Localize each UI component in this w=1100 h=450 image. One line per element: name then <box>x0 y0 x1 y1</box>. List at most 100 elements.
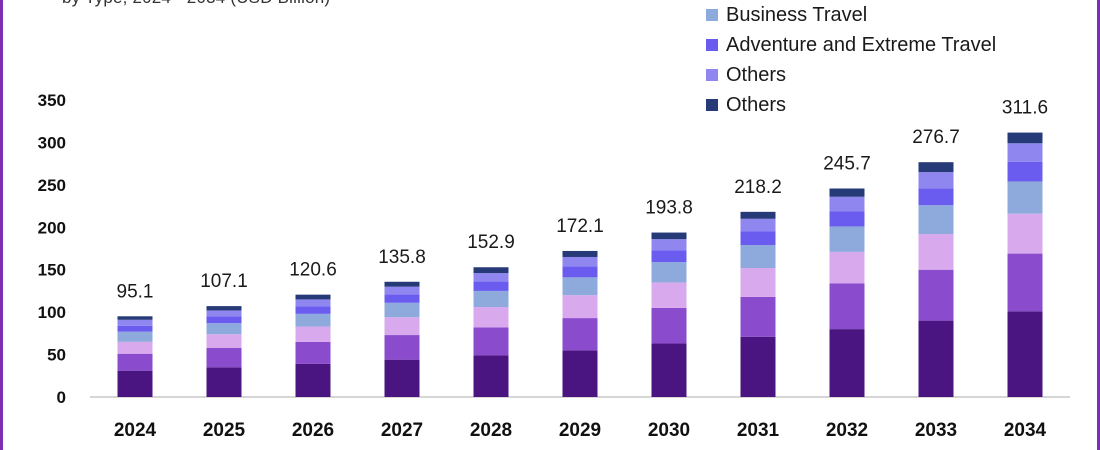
bar-segment <box>651 232 687 240</box>
bar-segment <box>1007 181 1043 214</box>
x-tick-label: 2028 <box>470 420 512 441</box>
bar-segment <box>1007 132 1043 144</box>
x-tick-label: 2025 <box>203 420 246 441</box>
y-tick-label: 200 <box>38 218 66 237</box>
bar-segment <box>829 196 865 212</box>
legend-label: Adventure and Extreme Travel <box>726 33 997 56</box>
bar-total-label: 95.1 <box>117 281 154 302</box>
y-tick-label: 250 <box>38 176 66 195</box>
bar-segment <box>473 327 509 356</box>
frame-right-border <box>1097 0 1100 450</box>
bar-segment <box>1007 311 1043 397</box>
bar-segment <box>562 256 598 267</box>
y-tick-label: 0 <box>57 388 66 407</box>
bar-segment <box>206 334 242 348</box>
legend-item: Others <box>706 60 996 90</box>
y-tick-label: 300 <box>38 133 66 152</box>
x-tick-label: 2027 <box>381 420 423 441</box>
bar-segment <box>740 336 776 397</box>
bar-segment <box>384 286 420 295</box>
frame-left-border <box>0 0 3 450</box>
bar-segment <box>473 355 509 397</box>
bar-segment <box>206 323 242 335</box>
bar-segment <box>740 211 776 219</box>
bar-segment <box>295 313 331 327</box>
y-tick-label: 100 <box>38 303 66 322</box>
bar-segment <box>651 282 687 308</box>
bar-segment <box>918 234 954 270</box>
bar-segment <box>562 318 598 351</box>
bar-segment <box>651 262 687 283</box>
bar-segment <box>740 296 776 337</box>
legend-swatch <box>706 69 718 81</box>
y-tick-label: 350 <box>38 91 66 110</box>
bar-segment <box>473 273 509 282</box>
bar-total-label: 135.8 <box>378 247 426 268</box>
bar-segment <box>295 363 331 397</box>
bar-segment <box>295 326 331 342</box>
bar-segment <box>740 218 776 232</box>
chart-subtitle: by Type, 2024 - 2034 (USD Billion) <box>62 0 330 8</box>
bar-segment <box>651 343 687 397</box>
bar-segment <box>829 211 865 227</box>
bar-segment <box>384 335 420 360</box>
x-tick-label: 2026 <box>292 420 334 441</box>
legend-swatch <box>706 9 718 21</box>
bar-segment <box>384 359 420 397</box>
bar-segment <box>1007 253 1043 312</box>
bar-segment <box>295 299 331 307</box>
bar-segment <box>740 231 776 246</box>
bar-segment <box>1007 213 1043 254</box>
legend-item: Business Travel <box>706 0 996 30</box>
bar-segment <box>384 281 420 287</box>
bar-segment <box>829 283 865 330</box>
bar-segment <box>562 266 598 278</box>
bar-segment <box>117 370 153 397</box>
bar-segment <box>562 277 598 296</box>
bar-total-label: 218.2 <box>734 177 782 198</box>
x-tick-label: 2034 <box>1004 420 1047 441</box>
bar-segment <box>206 316 242 324</box>
bar-segment <box>651 307 687 344</box>
legend-swatch <box>706 99 718 111</box>
x-tick-label: 2033 <box>915 420 957 441</box>
bar-total-label: 107.1 <box>200 271 248 292</box>
bar-segment <box>206 310 242 317</box>
bar-segment <box>117 319 153 326</box>
bar-segment <box>473 307 509 328</box>
bar-segment <box>918 162 954 173</box>
bar-segment <box>295 294 331 300</box>
bar-segment <box>740 268 776 297</box>
bar-segment <box>295 341 331 364</box>
bar-segment <box>206 367 242 397</box>
bar-segment <box>117 353 153 371</box>
bar-segment <box>918 188 954 206</box>
legend-item: Adventure and Extreme Travel <box>706 30 996 60</box>
bar-segment <box>1007 143 1043 162</box>
bar-segment <box>473 290 509 308</box>
bar-total-label: 120.6 <box>289 260 337 281</box>
legend-item: Others <box>706 90 996 120</box>
bar-segment <box>651 239 687 251</box>
bar-total-label: 311.6 <box>1002 98 1048 119</box>
y-tick-label: 50 <box>47 346 66 365</box>
bar-segment <box>473 267 509 274</box>
bar-segment <box>117 341 153 354</box>
bar-segment <box>1007 161 1043 182</box>
legend-label: Business Travel <box>726 3 868 26</box>
bar-segment <box>117 331 153 342</box>
chart-legend: Business Travel Adventure and Extreme Tr… <box>706 0 996 120</box>
y-tick-label: 150 <box>38 261 66 280</box>
bar-segment <box>918 269 954 321</box>
bar-total-label: 152.9 <box>467 232 515 253</box>
bar-segment <box>206 306 242 311</box>
bar-segment <box>918 172 954 189</box>
bar-total-label: 245.7 <box>823 153 871 174</box>
bar-segment <box>651 250 687 263</box>
bar-segment <box>829 329 865 397</box>
legend-swatch <box>706 39 718 51</box>
x-tick-label: 2031 <box>737 420 780 441</box>
bar-segment <box>918 205 954 235</box>
legend-label: Others <box>726 63 787 86</box>
